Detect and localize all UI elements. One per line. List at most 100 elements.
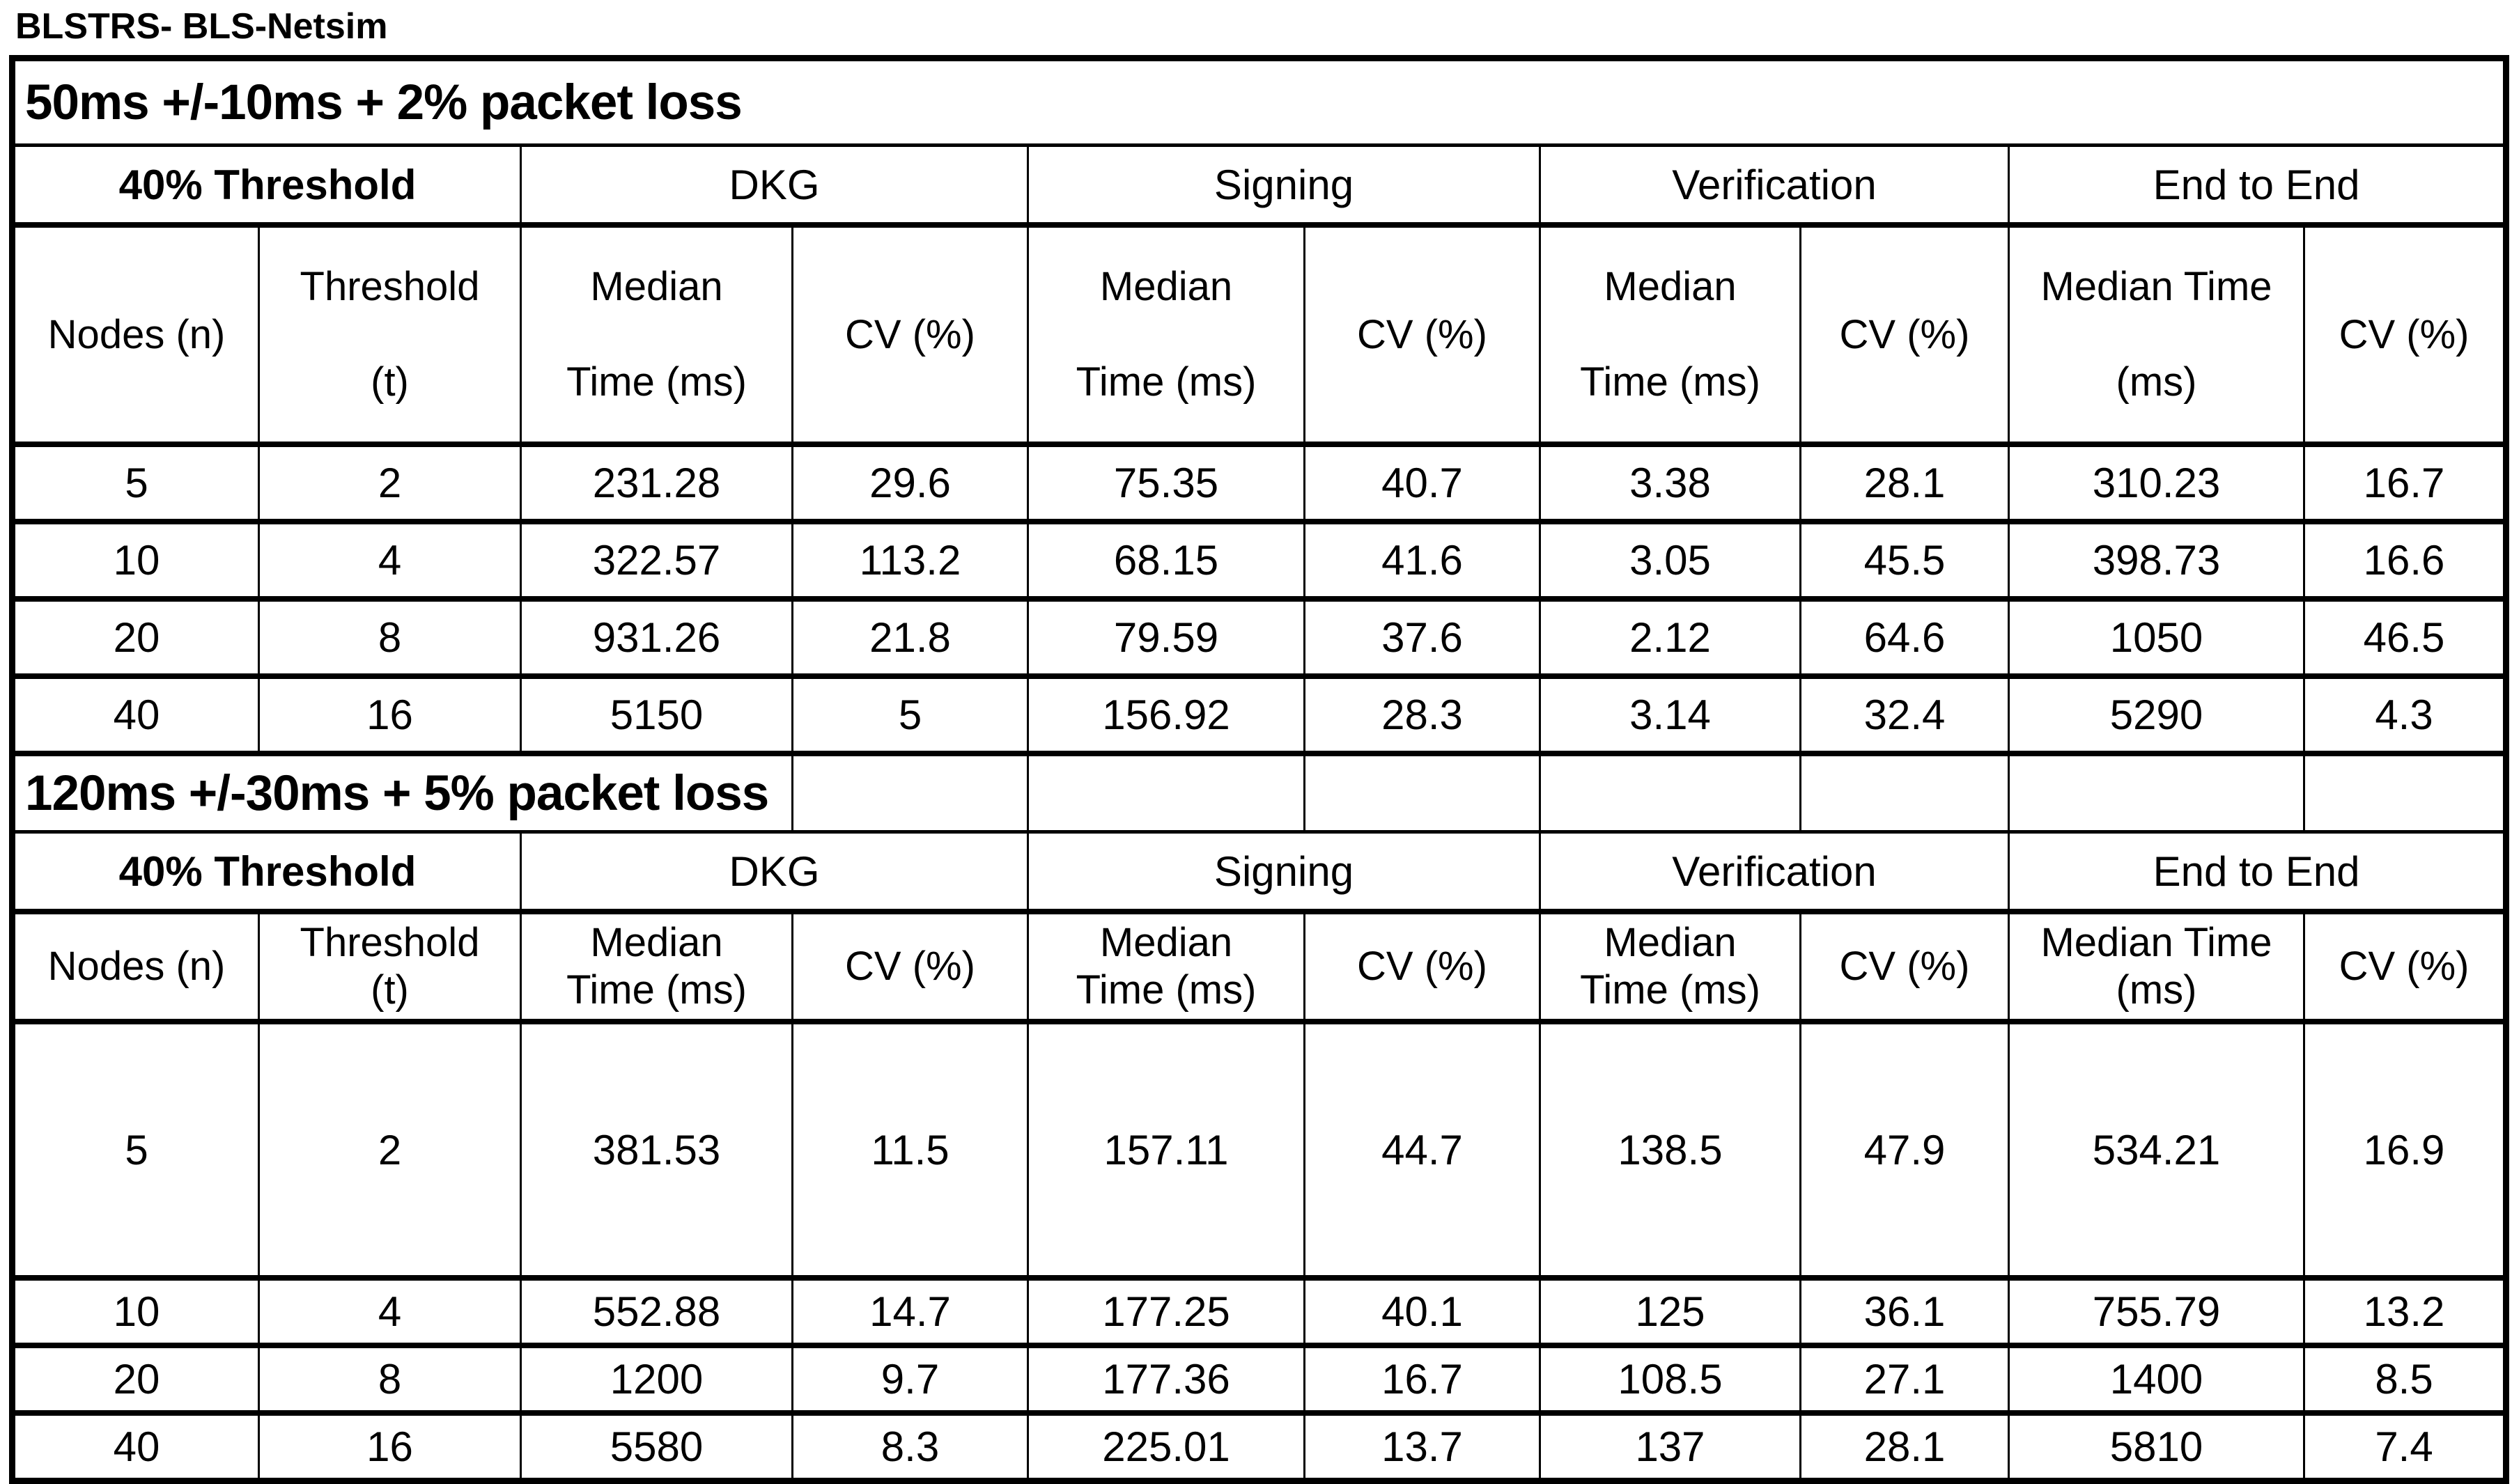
subheader-line: Median — [1099, 919, 1233, 965]
subheader-dkg-median: Median Time (ms) — [520, 224, 793, 448]
data-cell: 8 — [258, 1344, 522, 1416]
subheader-line: Threshold — [300, 264, 480, 310]
data-cell: 1400 — [2008, 1344, 2305, 1416]
subheader-line: Time (ms) — [566, 967, 747, 1013]
data-cell: 552.88 — [520, 1276, 793, 1349]
subheader-line: Median — [1604, 264, 1737, 310]
subheader-line: Time (ms) — [566, 359, 747, 405]
table-row: 40 16 5150 5 156.92 28.3 3.14 32.4 5290 … — [11, 675, 2508, 757]
data-cell: 1200 — [520, 1344, 793, 1416]
subheader-line: CV (%) — [845, 311, 975, 357]
data-cell: 46.5 — [2302, 597, 2508, 680]
subheader-line: Time (ms) — [1580, 967, 1760, 1013]
subheader-line: CV (%) — [1357, 943, 1487, 989]
table-row: 20 8 1200 9.7 177.36 16.7 108.5 27.1 140… — [11, 1344, 2508, 1416]
subheader-threshold: Threshold (t) — [258, 910, 522, 1025]
data-cell: 2 — [258, 443, 522, 525]
empty-cell — [791, 752, 1029, 834]
subheader-e2e-median: Median Time (ms) — [2008, 224, 2305, 448]
section-1-title-row: 50ms +/-10ms + 2% packet loss — [10, 57, 2508, 148]
data-cell: 40 — [11, 675, 260, 757]
data-cell: 75.35 — [1027, 443, 1305, 525]
section-2-subheader-row: Nodes (n) Threshold (t) Median Time (ms) C… — [11, 910, 2508, 1025]
data-cell: 21.8 — [791, 597, 1029, 680]
data-cell: 5 — [11, 1020, 260, 1281]
data-cell: 138.5 — [1539, 1020, 1801, 1281]
subheader-line: Median Time — [2040, 264, 2272, 310]
table-row: 20 8 931.26 21.8 79.59 37.6 2.12 64.6 10… — [11, 597, 2508, 680]
data-cell: 68.15 — [1027, 520, 1305, 602]
data-cell: 322.57 — [520, 520, 793, 602]
section-1-group-header-row: 40% Threshold DKG Signing Verification E… — [11, 144, 2508, 228]
subheader-signing-cv: CV (%) — [1303, 910, 1541, 1025]
subheader-e2e-median: Median Time (ms) — [2008, 910, 2305, 1025]
data-cell: 157.11 — [1027, 1020, 1305, 1281]
data-cell: 41.6 — [1303, 520, 1541, 602]
data-cell: 137 — [1539, 1412, 1801, 1484]
data-cell: 28.3 — [1303, 675, 1541, 757]
subheader-line: Median — [1099, 264, 1233, 310]
empty-cell — [1303, 752, 1541, 834]
data-cell: 8.3 — [791, 1412, 1029, 1484]
data-cell: 10 — [11, 1276, 260, 1349]
data-cell: 16.9 — [2302, 1020, 2508, 1281]
data-cell: 16 — [258, 1412, 522, 1484]
subheader-verification-median: Median Time (ms) — [1539, 910, 1801, 1025]
data-cell: 231.28 — [520, 443, 793, 525]
data-cell: 8.5 — [2302, 1344, 2508, 1416]
threshold-header: 40% Threshold — [11, 831, 522, 915]
subheader-line: (ms) — [2116, 359, 2197, 405]
data-cell: 40.1 — [1303, 1276, 1541, 1349]
data-cell: 7.4 — [2302, 1412, 2508, 1484]
data-cell: 177.36 — [1027, 1344, 1305, 1416]
subheader-line: CV (%) — [2339, 943, 2470, 989]
subheader-line: CV (%) — [2339, 311, 2470, 357]
subheader-line: (ms) — [2116, 967, 2197, 1013]
data-cell: 36.1 — [1799, 1276, 2010, 1349]
subheader-nodes: Nodes (n) — [11, 224, 260, 448]
data-cell: 16 — [258, 675, 522, 757]
group-header-signing: Signing — [1027, 831, 1541, 915]
data-cell: 4 — [258, 1276, 522, 1349]
subheader-e2e-cv: CV (%) — [2302, 224, 2508, 448]
benchmark-table: 50ms +/-10ms + 2% packet loss 40% Thresh… — [9, 55, 2510, 1484]
data-cell: 177.25 — [1027, 1276, 1305, 1349]
subheader-line: Time (ms) — [1076, 359, 1257, 405]
data-cell: 13.7 — [1303, 1412, 1541, 1484]
data-cell: 5810 — [2008, 1412, 2305, 1484]
table-row: 40 16 5580 8.3 225.01 13.7 137 28.1 5810… — [11, 1412, 2508, 1484]
data-cell: 310.23 — [2008, 443, 2305, 525]
data-cell: 125 — [1539, 1276, 1801, 1349]
subheader-line: Nodes (n) — [47, 311, 226, 357]
data-cell: 79.59 — [1027, 597, 1305, 680]
data-cell: 10 — [11, 520, 260, 602]
data-cell: 4.3 — [2302, 675, 2508, 757]
subheader-line: (t) — [371, 967, 409, 1013]
subheader-line: (t) — [371, 359, 409, 405]
data-cell: 5150 — [520, 675, 793, 757]
subheader-dkg-median: Median Time (ms) — [520, 910, 793, 1025]
subheader-line: Median Time — [2040, 919, 2272, 965]
subheader-verification-cv: CV (%) — [1799, 910, 2010, 1025]
data-cell: 1050 — [2008, 597, 2305, 680]
group-header-verification: Verification — [1539, 831, 2010, 915]
data-cell: 3.14 — [1539, 675, 1801, 757]
data-cell: 2 — [258, 1020, 522, 1281]
data-cell: 3.05 — [1539, 520, 1801, 602]
data-cell: 40.7 — [1303, 443, 1541, 525]
data-cell: 755.79 — [2008, 1276, 2305, 1349]
section-2-group-header-row: 40% Threshold DKG Signing Verification E… — [11, 831, 2508, 915]
data-cell: 16.6 — [2302, 520, 2508, 602]
subheader-line: Time (ms) — [1076, 967, 1257, 1013]
subheader-line: CV (%) — [1839, 311, 1970, 357]
data-cell: 28.1 — [1799, 443, 2010, 525]
data-cell: 5580 — [520, 1412, 793, 1484]
data-cell: 20 — [11, 1344, 260, 1416]
data-cell: 64.6 — [1799, 597, 2010, 680]
section-2-title-row: 120ms +/-30ms + 5% packet loss — [11, 752, 2508, 834]
table-row: 5 2 381.53 11.5 157.11 44.7 138.5 47.9 5… — [11, 1020, 2508, 1281]
subheader-nodes: Nodes (n) — [11, 910, 260, 1025]
subheader-signing-median: Median Time (ms) — [1027, 224, 1305, 448]
section-1-subheader-row: Nodes (n) Threshold (t) Median Time (ms) C… — [11, 224, 2508, 448]
data-cell: 8 — [258, 597, 522, 680]
